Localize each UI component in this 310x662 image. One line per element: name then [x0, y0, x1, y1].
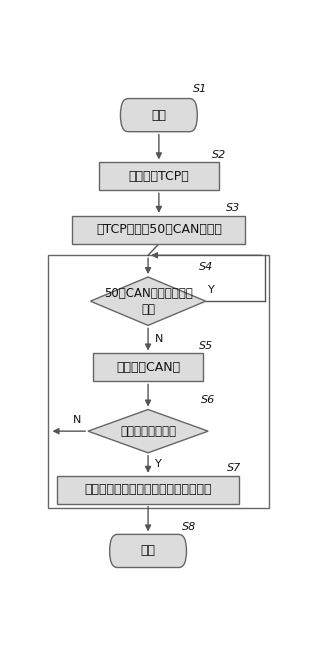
FancyBboxPatch shape [120, 99, 197, 132]
FancyBboxPatch shape [73, 216, 246, 244]
FancyBboxPatch shape [93, 354, 203, 381]
Text: 将TCP包里的50个CAN帧分帧: 将TCP包里的50个CAN帧分帧 [96, 223, 222, 236]
Text: S3: S3 [226, 203, 240, 213]
Text: 50帧CAN帧是否解析完
成？: 50帧CAN帧是否解析完 成？ [104, 287, 193, 316]
Text: S7: S7 [227, 463, 241, 473]
Text: S2: S2 [212, 150, 226, 160]
Polygon shape [91, 277, 206, 326]
FancyBboxPatch shape [57, 476, 239, 504]
Text: 开始: 开始 [151, 109, 166, 122]
Text: S6: S6 [201, 395, 215, 405]
Text: N: N [155, 334, 164, 344]
Text: 根据内容进行处理，保存在不同变量中: 根据内容进行处理，保存在不同变量中 [84, 483, 212, 496]
Text: S8: S8 [182, 522, 196, 532]
Text: 解析一个CAN帧: 解析一个CAN帧 [116, 361, 180, 374]
FancyBboxPatch shape [99, 162, 219, 190]
Text: 结束: 结束 [140, 544, 156, 557]
Text: 接收一个TCP包: 接收一个TCP包 [129, 169, 189, 183]
Text: S5: S5 [198, 341, 213, 351]
Text: Y: Y [208, 285, 215, 295]
Text: Y: Y [155, 459, 162, 469]
Text: S4: S4 [198, 262, 213, 272]
Text: N: N [73, 414, 81, 424]
Text: 是否为所需数据？: 是否为所需数据？ [120, 424, 176, 438]
Polygon shape [88, 410, 208, 453]
FancyBboxPatch shape [110, 534, 187, 567]
Text: S1: S1 [193, 85, 207, 95]
